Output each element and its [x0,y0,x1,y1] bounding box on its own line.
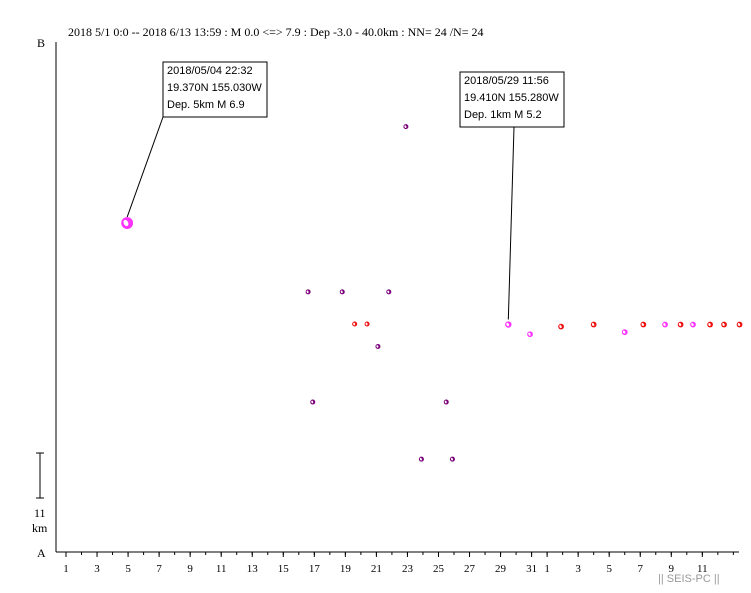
x-tick-label: 25 [433,563,445,575]
event-point [590,321,597,328]
callout-2-location: 19.410N 155.280W [464,92,559,104]
x-tick-label: 1 [63,563,69,575]
event-point [558,323,564,330]
axis-end-label-a: A [37,546,46,560]
callout-2-leader [507,126,515,320]
event-point [662,321,668,328]
x-tick-label: 11 [697,563,708,575]
watermark: || SEIS-PC || [658,573,720,585]
event-point [386,289,392,295]
event-point [418,456,424,462]
x-axis-ticks: 1 3 5 7 9 11 13 15 17 19 21 23 25 27 29 31 1 3 5 7 9 11 [63,552,734,575]
x-tick-label: 3 [575,563,581,575]
event-point [449,456,455,462]
event-point [403,124,409,130]
event-point [736,321,743,328]
x-tick-label: 1 [544,563,550,575]
scale-bar-unit: km [32,521,48,535]
event-point [690,321,696,328]
callout-1-depth-mag: Dep. 5km M 6.9 [167,99,245,111]
x-tick-label: 9 [669,563,675,575]
x-tick-label: 27 [464,563,476,575]
event-point [707,321,713,328]
x-tick-label: 17 [309,563,321,575]
event-points [121,124,743,462]
callout-1-location: 19.370N 155.030W [167,82,262,94]
scale-bar: 11 km [32,452,48,535]
scale-bar-value: 11 [34,506,46,520]
event-point [364,321,370,327]
event-point [640,321,647,328]
event-point [677,321,684,328]
event-point [621,329,628,336]
event-point [505,321,512,328]
callout-1-datetime: 2018/05/04 22:32 [167,65,253,77]
callout-1-box [162,61,268,118]
event-point [305,289,311,295]
x-tick-label: 29 [495,563,507,575]
x-tick-label: 3 [94,563,100,575]
x-tick-label: 5 [606,563,612,575]
callout-2: 2018/05/29 11:56 19.410N 155.280W Dep. 1… [459,71,565,128]
event-point [527,331,533,338]
callout-2-box [459,71,565,128]
x-tick-label: 5 [125,563,131,575]
axis-end-label-b: B [37,36,45,50]
x-tick-label: 7 [156,563,162,575]
x-tick-label: 13 [247,563,259,575]
event-point [310,399,316,405]
x-tick-label: 19 [340,563,352,575]
x-tick-label: 31 [526,563,537,575]
event-point [443,399,449,405]
x-tick-label: 15 [278,563,290,575]
callout-1: 2018/05/04 22:32 19.370N 155.030W Dep. 5… [162,61,268,118]
chart-title: 2018 5/1 0:0 -- 2018 6/13 13:59 : M 0.0 … [68,25,484,39]
callout-2-datetime: 2018/05/29 11:56 [464,75,549,87]
callout-leaders [126,116,515,320]
x-tick-label: 9 [187,563,193,575]
event-point [721,321,727,328]
x-tick-label: 11 [216,563,227,575]
event-point [375,343,381,349]
event-point [121,217,134,229]
x-tick-label: 7 [637,563,643,575]
callout-2-depth-mag: Dep. 1km M 5.2 [464,109,542,121]
event-point [339,289,345,295]
x-tick-label: 23 [402,563,414,575]
callout-1-leader [126,116,164,218]
x-tick-label: 21 [371,563,382,575]
event-point [352,321,358,327]
